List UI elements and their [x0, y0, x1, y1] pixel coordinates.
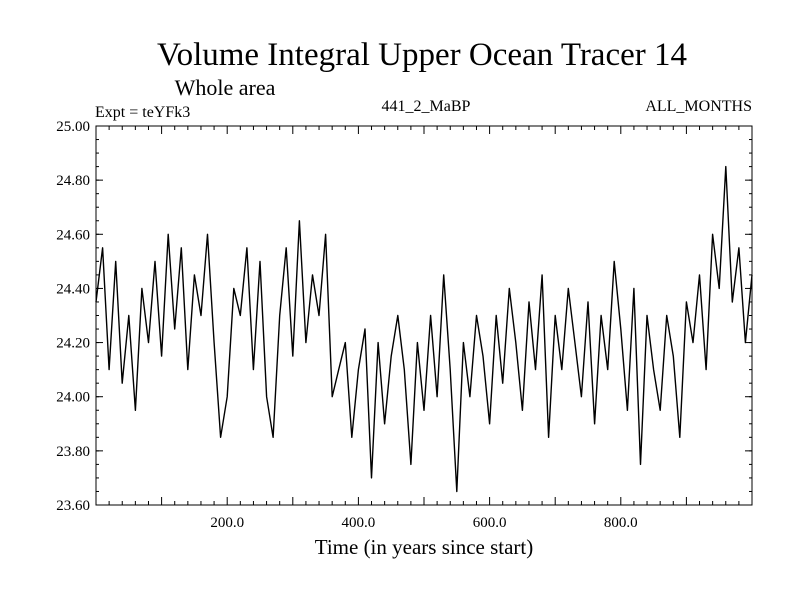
- y-tick-label: 24.80: [56, 173, 90, 189]
- chart-subtitle: Whole area: [175, 75, 276, 100]
- x-axis-label: Time (in years since start): [315, 535, 534, 559]
- x-tick-label: 600.0: [473, 515, 507, 531]
- months-label: ALL_MONTHS: [645, 98, 752, 115]
- series-group: [95, 165, 753, 493]
- y-tick-label: 24.00: [56, 390, 90, 406]
- x-tick-label: 800.0: [604, 515, 638, 531]
- y-tick-label: 23.80: [56, 444, 90, 460]
- y-tick-label: 24.40: [56, 281, 90, 297]
- y-tick-label: 24.20: [56, 336, 90, 352]
- series-line: [95, 165, 753, 493]
- x-tick-label: 200.0: [210, 515, 244, 531]
- y-tick-label: 25.00: [56, 119, 90, 135]
- x-axis: 200.0 400.0 600.0 800.0: [108, 126, 740, 531]
- y-tick-label: 24.60: [56, 227, 90, 243]
- y-tick-label: 23.60: [56, 498, 90, 514]
- plot-frame: [95, 125, 753, 506]
- run-label: 441_2_MaBP: [382, 98, 471, 115]
- experiment-label: Expt = teYFk3: [95, 104, 190, 121]
- chart-title: Volume Integral Upper Ocean Tracer 14: [157, 37, 687, 73]
- y-axis: 23.60 23.80 24.00 24.20 24.40 24.60 24.80 25.00: [56, 119, 752, 514]
- x-tick-label: 400.0: [342, 515, 376, 531]
